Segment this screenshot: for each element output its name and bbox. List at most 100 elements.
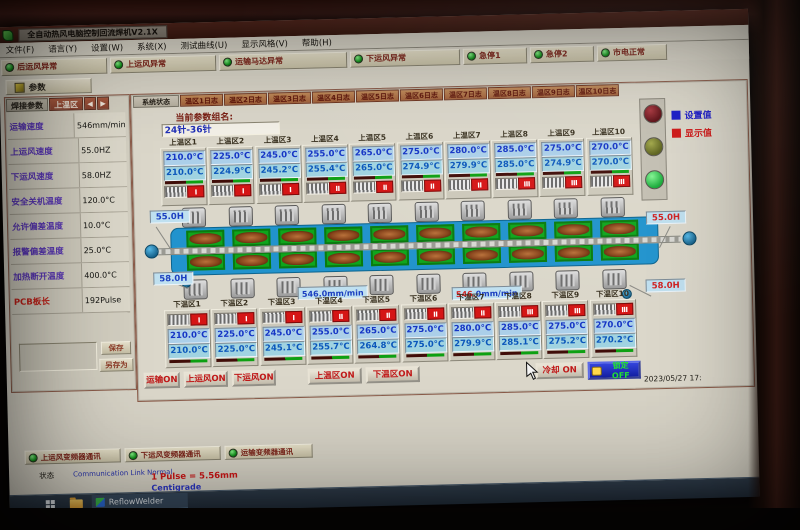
rear-fan-alarm-button[interactable]: 后运风异常 <box>0 57 108 76</box>
menu-help[interactable]: 帮助(H) <box>301 38 332 49</box>
zone-box: 265.0°C 264.8°C II <box>353 304 401 364</box>
tab-zone8-log[interactable]: 温区8日志 <box>487 86 532 100</box>
zone-box: 245.0°C 245.1°C I <box>258 306 307 366</box>
heater-meter-icon <box>356 309 380 322</box>
lower-fan-inverter-comm-button[interactable]: 下运风变频器通讯 <box>124 445 221 463</box>
menu-language[interactable]: 语言(Y) <box>48 44 78 56</box>
zone-progress-bar <box>259 177 298 182</box>
menu-file[interactable]: 文件(F) <box>5 45 35 57</box>
menu-display-style[interactable]: 显示风格(V) <box>241 39 288 51</box>
zone-display-temp: 210.0°C <box>167 343 211 360</box>
zone-name-label: 下温区10 <box>595 288 630 299</box>
zone-display-temp: 210.0°C <box>163 165 206 182</box>
save-as-button[interactable]: 另存为 <box>99 358 134 372</box>
pcb-tile-icon <box>600 242 640 261</box>
zone-set-temp: 275.0°C <box>545 318 589 335</box>
zone-box: 210.0°C 210.0°C I <box>160 147 208 207</box>
scroll-left-icon[interactable]: ◀ <box>83 96 97 111</box>
tab-zone2-log[interactable]: 温区2日志 <box>223 92 268 106</box>
mains-power-button[interactable]: 市电正常 <box>596 43 668 62</box>
zone-name-label: 上温区1 <box>169 137 197 148</box>
tab-welding-params[interactable]: 焊接参数 <box>5 98 49 113</box>
param-row: 上运风速度 55.0HZ <box>7 137 127 166</box>
upper-fan-on-button[interactable]: 上运风ON <box>183 370 229 388</box>
heater-meter-icon <box>353 181 377 194</box>
tab-zone5-log[interactable]: 温区5日志 <box>355 89 400 103</box>
zone-progress-bar <box>453 352 492 357</box>
upper-zones-on-button[interactable]: 上温区ON <box>307 367 362 385</box>
green-led-icon <box>228 448 238 458</box>
lower-fan-alarm-button[interactable]: 下运风异常 <box>349 48 461 68</box>
zone-progress-bar <box>358 354 397 359</box>
tab-system-status[interactable]: 系统状态 <box>132 94 180 108</box>
param-row: 加热断开温度 400.0°C <box>10 262 130 290</box>
save-button[interactable]: 保存 <box>100 341 132 355</box>
lower-fan-on-button[interactable]: 下运风ON <box>231 369 277 387</box>
top-fan-icon <box>507 199 532 220</box>
zone-set-temp: 270.0°C <box>588 139 632 156</box>
zone-set-temp: 245.0°C <box>257 147 301 164</box>
upper-zone-card-9: 上温区9 275.0°C 274.9°C III <box>538 128 586 198</box>
state-label: 状态 <box>39 471 55 481</box>
estop2-button[interactable]: 急停2 <box>529 45 595 63</box>
menu-system[interactable]: 系统(X) <box>136 42 167 53</box>
green-led-icon <box>5 62 15 73</box>
tab-zone3-log[interactable]: 温区3日志 <box>267 91 312 105</box>
heater-grade-badge: I <box>281 182 299 196</box>
menu-settings[interactable]: 设置(W) <box>90 43 124 54</box>
tab-upper-zone[interactable]: 上温区 <box>48 97 84 112</box>
pcb-tile-icon <box>232 228 271 247</box>
bottom-fan-icon <box>415 273 441 295</box>
upper-zone-card-3: 上温区3 245.0°C 245.2°C I <box>254 135 303 204</box>
param-file-input[interactable] <box>18 341 98 372</box>
heater-meter-icon <box>211 184 235 198</box>
zone-set-temp: 280.0°C <box>446 143 490 160</box>
red-light-icon <box>643 104 663 124</box>
transport-inverter-comm-button[interactable]: 运输变频器通讯 <box>224 443 313 460</box>
param-row: 安全关机温度 120.0°C <box>9 187 128 216</box>
status-traffic-light <box>639 97 668 201</box>
transport-motor-alarm-button[interactable]: 运输马达异常 <box>218 51 348 71</box>
red-square-icon <box>671 128 682 138</box>
param-label: 安全关机温度 <box>11 196 63 208</box>
menu-test-curve[interactable]: 测试曲线(U) <box>180 40 228 52</box>
tab-zone6-log[interactable]: 温区6日志 <box>399 88 444 102</box>
estop1-button[interactable]: 急停1 <box>462 46 528 65</box>
zone-box: 255.0°C 255.4°C II <box>302 143 350 203</box>
lower-fan-speed-right: 58.0H <box>645 278 686 293</box>
upper-fan-alarm-button[interactable]: 上运风异常 <box>109 54 217 74</box>
main-panel: 系统状态 温区1日志 温区2日志 温区3日志 温区4日志 温区5日志 温区6日志 温区7日志温… <box>129 78 756 402</box>
zone-box: 275.0°C 274.9°C II <box>396 141 445 201</box>
tab-zone10-log[interactable]: 温区10日志 <box>575 84 620 98</box>
left-parameter-panel: 焊接参数 上温区 ◀ ▶ 运输速度 546mm/min 上运风速度 55.0HZ 下运风… <box>3 94 138 394</box>
zone-name-label: 下温区7 <box>456 292 485 303</box>
upper-zone-card-4: 上温区4 255.0°C 255.4°C II <box>302 134 350 203</box>
zone-name-label: 上温区4 <box>310 133 339 144</box>
scroll-right-icon[interactable]: ▶ <box>96 96 110 110</box>
lower-zones-on-button[interactable]: 下温区ON <box>365 366 420 384</box>
yellow-light-icon <box>644 137 664 157</box>
heater-meter-icon <box>305 182 330 195</box>
tab-zone4-log[interactable]: 温区4日志 <box>311 90 356 104</box>
lock-button[interactable]: 锁定 OFF <box>587 360 641 380</box>
tab-zone1-log[interactable]: 温区1日志 <box>179 93 224 107</box>
upper-fan-speed-right: 55.0H <box>645 210 687 225</box>
alarm-label: 急停1 <box>478 50 501 61</box>
heater-grade-badge: II <box>332 309 350 323</box>
params-button[interactable]: 参数 <box>5 77 92 96</box>
transport-on-button[interactable]: 运输ON <box>143 371 181 389</box>
zone-display-temp: 275.2°C <box>546 333 589 350</box>
mouse-cursor <box>525 361 539 380</box>
tab-zone9-log[interactable]: 温区9日志 <box>531 85 576 99</box>
zone-box: 270.0°C 270.0°C III <box>585 136 634 196</box>
heater-grade-badge: III <box>565 176 583 189</box>
upper-zone-card-8: 上温区8 285.0°C 285.0°C III <box>491 129 539 199</box>
comm-label: 上运风变频器通讯 <box>40 451 101 462</box>
cooling-on-button[interactable]: 冷却 ON <box>535 362 584 380</box>
upper-fan-inverter-comm-button[interactable]: 上运风变频器通讯 <box>24 448 121 465</box>
param-label: 报警偏差温度 <box>12 246 64 258</box>
alarm-label: 后运风异常 <box>17 61 58 72</box>
zone-box: 285.0°C 285.0°C III <box>491 139 539 199</box>
zone-box: 275.0°C 274.9°C III <box>538 137 586 198</box>
tab-zone7-log[interactable]: 温区7日志 <box>443 87 488 101</box>
